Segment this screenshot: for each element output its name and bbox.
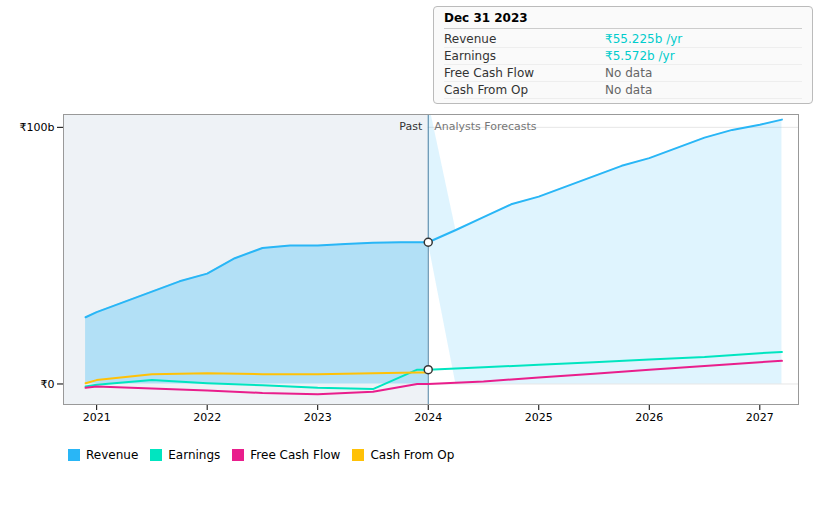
html-text:Cash From Op: Cash From Op bbox=[370, 447, 455, 462]
svg-text:2025: 2025 bbox=[525, 411, 553, 424]
svg-text:Analysts Forecasts: Analysts Forecasts bbox=[434, 120, 537, 133]
html-text:No data: No data bbox=[605, 83, 653, 97]
html-text:Revenue: Revenue bbox=[86, 447, 139, 462]
html-text:Free Cash Flow: Free Cash Flow bbox=[250, 447, 341, 462]
html-text:Cash From Op: Cash From Op bbox=[444, 83, 528, 97]
html-text:Revenue: Revenue bbox=[444, 32, 497, 46]
html-text:Dec 31 2023: Dec 31 2023 bbox=[444, 11, 528, 25]
svg-text:2027: 2027 bbox=[746, 411, 774, 424]
html-text:Earnings: Earnings bbox=[168, 447, 221, 462]
html-text:₹5.572b /yr: ₹5.572b /yr bbox=[605, 49, 675, 63]
svg-text:2026: 2026 bbox=[635, 411, 663, 424]
html-text:₹55.225b /yr: ₹55.225b /yr bbox=[605, 32, 683, 46]
svg-text:Past: Past bbox=[399, 120, 423, 133]
svg-text:2022: 2022 bbox=[193, 411, 221, 424]
html-text:Earnings: Earnings bbox=[444, 49, 497, 63]
svg-text:₹0: ₹0 bbox=[41, 377, 55, 390]
svg-text:2024: 2024 bbox=[414, 411, 442, 424]
svg-text:₹100b: ₹100b bbox=[20, 121, 55, 134]
html-text:No data: No data bbox=[605, 66, 653, 80]
html-text:Free Cash Flow: Free Cash Flow bbox=[444, 66, 535, 80]
svg-text:2021: 2021 bbox=[83, 411, 111, 424]
svg-text:2023: 2023 bbox=[304, 411, 332, 424]
